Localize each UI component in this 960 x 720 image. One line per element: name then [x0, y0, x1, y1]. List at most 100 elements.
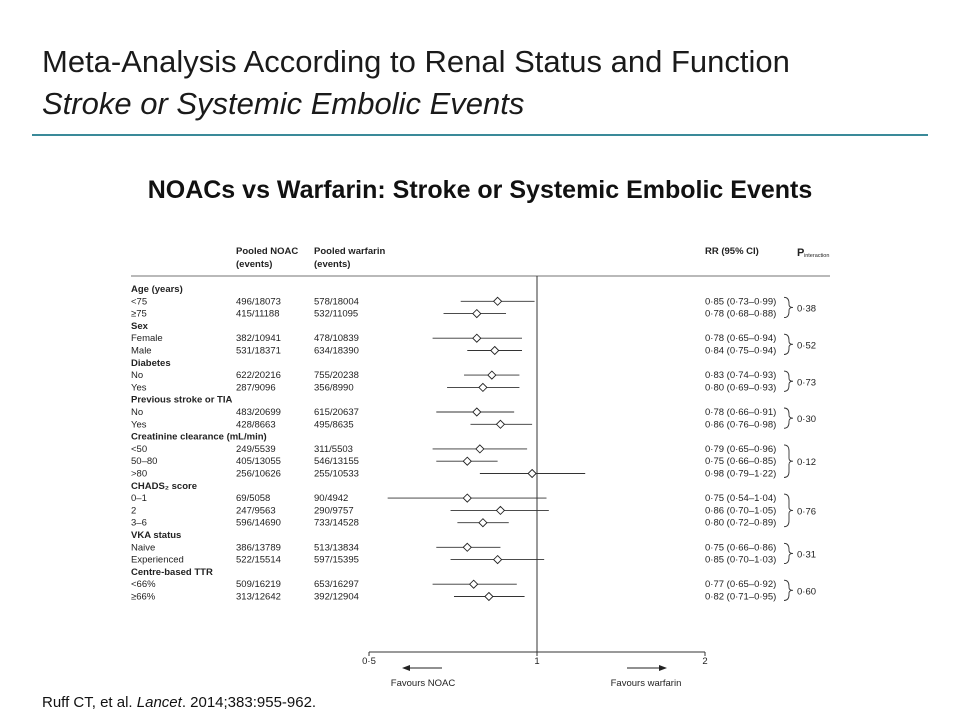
point-estimate [484, 591, 494, 602]
point-estimate [495, 505, 506, 516]
row-rr-ci: 0·78 (0·65–0·94) [705, 333, 776, 344]
row-noac-events: 531/18371 [236, 346, 281, 357]
point-estimate [462, 542, 472, 552]
header-noac-sub: (events) [236, 259, 272, 270]
row-rr-ci: 0·75 (0·66–0·85) [705, 456, 776, 467]
point-estimate [487, 370, 497, 380]
point-estimate [472, 308, 482, 319]
row-noac-events: 428/8663 [236, 419, 276, 430]
p-interaction: 0·60 [797, 586, 816, 597]
point-estimate [492, 296, 503, 306]
row-warfarin-events: 311/5503 [314, 444, 353, 455]
row-noac-events: 405/13055 [236, 456, 281, 467]
row-warfarin-events: 255/10533 [314, 469, 359, 480]
group-brace [783, 370, 794, 392]
header-p: P [797, 247, 804, 259]
row-noac-events: 382/10941 [236, 333, 281, 344]
group-label: Diabetes [131, 358, 171, 369]
group-brace [783, 333, 794, 355]
header-noac: Pooled NOAC [236, 246, 298, 257]
slide-title: Meta-Analysis According to Renal Status … [42, 44, 790, 79]
x-tick-label: 1 [534, 656, 539, 667]
row-label: 50–80 [131, 456, 157, 467]
group-brace [783, 579, 794, 601]
row-label: 0–1 [131, 493, 147, 504]
row-warfarin-events: 634/18390 [314, 346, 359, 357]
group-label: Sex [131, 321, 149, 332]
row-rr-ci: 0·98 (0·79–1·22) [705, 469, 776, 480]
row-rr-ci: 0·86 (0·76–0·98) [705, 419, 776, 430]
row-rr-ci: 0·78 (0·66–0·91) [705, 407, 776, 418]
row-rr-ci: 0·77 (0·65–0·92) [705, 579, 776, 590]
row-warfarin-events: 733/14528 [314, 518, 359, 529]
point-estimate [527, 468, 537, 479]
row-label: Female [131, 333, 163, 344]
point-estimate [462, 456, 472, 466]
p-interaction: 0·73 [797, 377, 816, 388]
citation-authors: Ruff CT, et al. [42, 694, 137, 711]
p-interaction: 0·12 [797, 457, 816, 468]
row-label: >80 [131, 469, 147, 480]
point-estimate [469, 579, 479, 589]
row-label: No [131, 407, 143, 418]
row-rr-ci: 0·75 (0·54–1·04) [705, 493, 776, 504]
x-tick-label: 2 [702, 656, 707, 667]
row-rr-ci: 0·84 (0·75–0·94) [705, 346, 776, 357]
row-noac-events: 249/5539 [236, 444, 276, 455]
favours-warfarin-label: Favours warfarin [611, 678, 682, 689]
group-label: Centre-based TTR [131, 567, 213, 578]
favours-warfarin-arrowhead [659, 665, 667, 671]
figure-title: NOACs vs Warfarin: Stroke or Systemic Em… [147, 176, 813, 204]
point-estimate [472, 407, 482, 417]
point-estimate [462, 493, 472, 503]
slide-subtitle: Stroke or Systemic Embolic Events [42, 86, 525, 121]
citation: Ruff CT, et al. Lancet. 2014;383:955-962… [42, 694, 316, 711]
p-interaction: 0·31 [797, 549, 816, 560]
row-warfarin-events: 597/15395 [314, 555, 359, 566]
row-label: <66% [131, 579, 156, 590]
group-label: VKA status [131, 530, 181, 541]
row-warfarin-events: 90/4942 [314, 493, 348, 504]
row-label: No [131, 370, 143, 381]
row-label: Experienced [131, 555, 184, 566]
group-brace [783, 444, 794, 478]
group-label: CHADS₂ score [131, 481, 197, 492]
citation-journal: Lancet [136, 694, 182, 711]
row-label: Yes [131, 382, 147, 393]
group-brace [783, 493, 794, 528]
row-warfarin-events: 755/20238 [314, 370, 359, 381]
row-warfarin-events: 615/20637 [314, 407, 359, 418]
row-rr-ci: 0·78 (0·68–0·88) [705, 309, 776, 320]
row-noac-events: 415/11188 [236, 309, 280, 320]
row-noac-events: 509/16219 [236, 579, 281, 590]
row-label: 2 [131, 505, 136, 516]
row-warfarin-events: 392/12904 [314, 592, 359, 603]
row-noac-events: 313/12642 [236, 592, 281, 603]
row-noac-events: 622/20216 [236, 370, 281, 381]
row-rr-ci: 0·79 (0·65–0·96) [705, 444, 776, 455]
row-warfarin-events: 653/16297 [314, 579, 359, 590]
group-brace [783, 296, 794, 319]
group-brace [783, 542, 794, 565]
header-rr: RR (95% CI) [705, 246, 759, 257]
row-warfarin-events: 478/10839 [314, 333, 359, 344]
row-rr-ci: 0·75 (0·66–0·86) [705, 542, 776, 553]
favours-noac-label: Favours NOAC [391, 678, 456, 689]
point-estimate [495, 419, 506, 429]
row-rr-ci: 0·80 (0·72–0·89) [705, 518, 776, 529]
row-noac-events: 69/5058 [236, 493, 270, 504]
header-warfarin: Pooled warfarin [314, 246, 385, 257]
row-label: Naive [131, 542, 155, 553]
row-warfarin-events: 578/18004 [314, 296, 359, 307]
header-warfarin-sub: (events) [314, 259, 350, 270]
row-noac-events: 386/13789 [236, 542, 281, 553]
row-label: Yes [131, 419, 147, 430]
x-tick-label: 0·5 [362, 656, 376, 667]
row-rr-ci: 0·85 (0·73–0·99) [705, 296, 776, 307]
row-rr-ci: 0·83 (0·74–0·93) [705, 370, 776, 381]
title-divider [32, 134, 928, 136]
p-interaction: 0·76 [797, 506, 816, 517]
row-warfarin-events: 513/13834 [314, 542, 359, 553]
row-rr-ci: 0·86 (0·70–1·05) [705, 505, 776, 516]
